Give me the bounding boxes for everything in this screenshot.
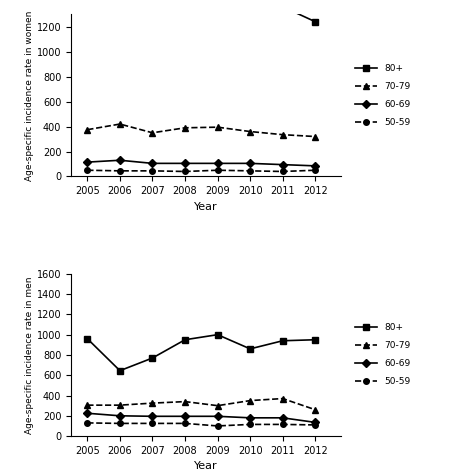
- 60-69: [215, 161, 220, 166]
- 60-69: [247, 415, 253, 420]
- 80+: [84, 336, 90, 342]
- 80+: [247, 346, 253, 352]
- 80+: [150, 0, 155, 6]
- 60-69: [280, 415, 285, 420]
- 70-79: [117, 121, 123, 127]
- 50-59: [182, 420, 188, 426]
- Line: 80+: 80+: [84, 332, 318, 374]
- 50-59: [312, 167, 318, 173]
- Line: 50-59: 50-59: [84, 420, 318, 428]
- 60-69: [312, 419, 318, 425]
- 70-79: [280, 396, 285, 401]
- 80+: [117, 1, 123, 7]
- Line: 50-59: 50-59: [84, 167, 318, 174]
- 80+: [280, 4, 285, 9]
- 60-69: [182, 413, 188, 419]
- Y-axis label: Age-specific incidence rate in women: Age-specific incidence rate in women: [25, 10, 34, 181]
- 80+: [117, 368, 123, 374]
- 70-79: [150, 130, 155, 136]
- 70-79: [312, 407, 318, 412]
- 70-79: [117, 402, 123, 408]
- 60-69: [312, 163, 318, 169]
- 80+: [215, 5, 220, 11]
- 60-69: [150, 161, 155, 166]
- 80+: [150, 355, 155, 361]
- 70-79: [247, 398, 253, 403]
- 70-79: [312, 134, 318, 139]
- 50-59: [150, 168, 155, 173]
- Line: 70-79: 70-79: [84, 396, 318, 412]
- 50-59: [150, 420, 155, 426]
- 80+: [312, 19, 318, 25]
- 50-59: [215, 423, 220, 429]
- 50-59: [182, 169, 188, 174]
- 80+: [215, 332, 220, 337]
- 60-69: [280, 162, 285, 167]
- 50-59: [280, 169, 285, 174]
- 80+: [182, 337, 188, 343]
- 50-59: [84, 420, 90, 426]
- 80+: [182, 5, 188, 11]
- 60-69: [215, 413, 220, 419]
- 50-59: [117, 168, 123, 173]
- 60-69: [247, 161, 253, 166]
- 60-69: [150, 413, 155, 419]
- 50-59: [247, 421, 253, 427]
- Legend: 80+, 70-79, 60-69, 50-59: 80+, 70-79, 60-69, 50-59: [351, 320, 414, 390]
- 50-59: [84, 167, 90, 173]
- 80+: [280, 338, 285, 344]
- X-axis label: Year: Year: [194, 202, 218, 212]
- 50-59: [215, 167, 220, 173]
- 50-59: [280, 421, 285, 427]
- 70-79: [215, 124, 220, 130]
- 70-79: [247, 129, 253, 135]
- 70-79: [150, 400, 155, 406]
- Line: 70-79: 70-79: [84, 121, 318, 139]
- 70-79: [182, 125, 188, 131]
- Line: 60-69: 60-69: [84, 157, 318, 169]
- 70-79: [84, 127, 90, 133]
- Legend: 80+, 70-79, 60-69, 50-59: 80+, 70-79, 60-69, 50-59: [351, 60, 414, 130]
- 70-79: [182, 399, 188, 404]
- 70-79: [280, 132, 285, 137]
- 60-69: [84, 159, 90, 165]
- 50-59: [117, 420, 123, 426]
- 80+: [312, 337, 318, 343]
- 60-69: [117, 157, 123, 163]
- 60-69: [117, 413, 123, 419]
- Line: 80+: 80+: [84, 0, 318, 25]
- 70-79: [84, 402, 90, 408]
- X-axis label: Year: Year: [194, 461, 218, 471]
- 60-69: [84, 410, 90, 416]
- Y-axis label: Age-specific incidence rate in men: Age-specific incidence rate in men: [25, 276, 34, 434]
- 80+: [84, 5, 90, 11]
- 60-69: [182, 161, 188, 166]
- 50-59: [312, 422, 318, 428]
- 70-79: [215, 403, 220, 409]
- Line: 60-69: 60-69: [84, 410, 318, 425]
- 80+: [247, 5, 253, 11]
- 50-59: [247, 168, 253, 173]
